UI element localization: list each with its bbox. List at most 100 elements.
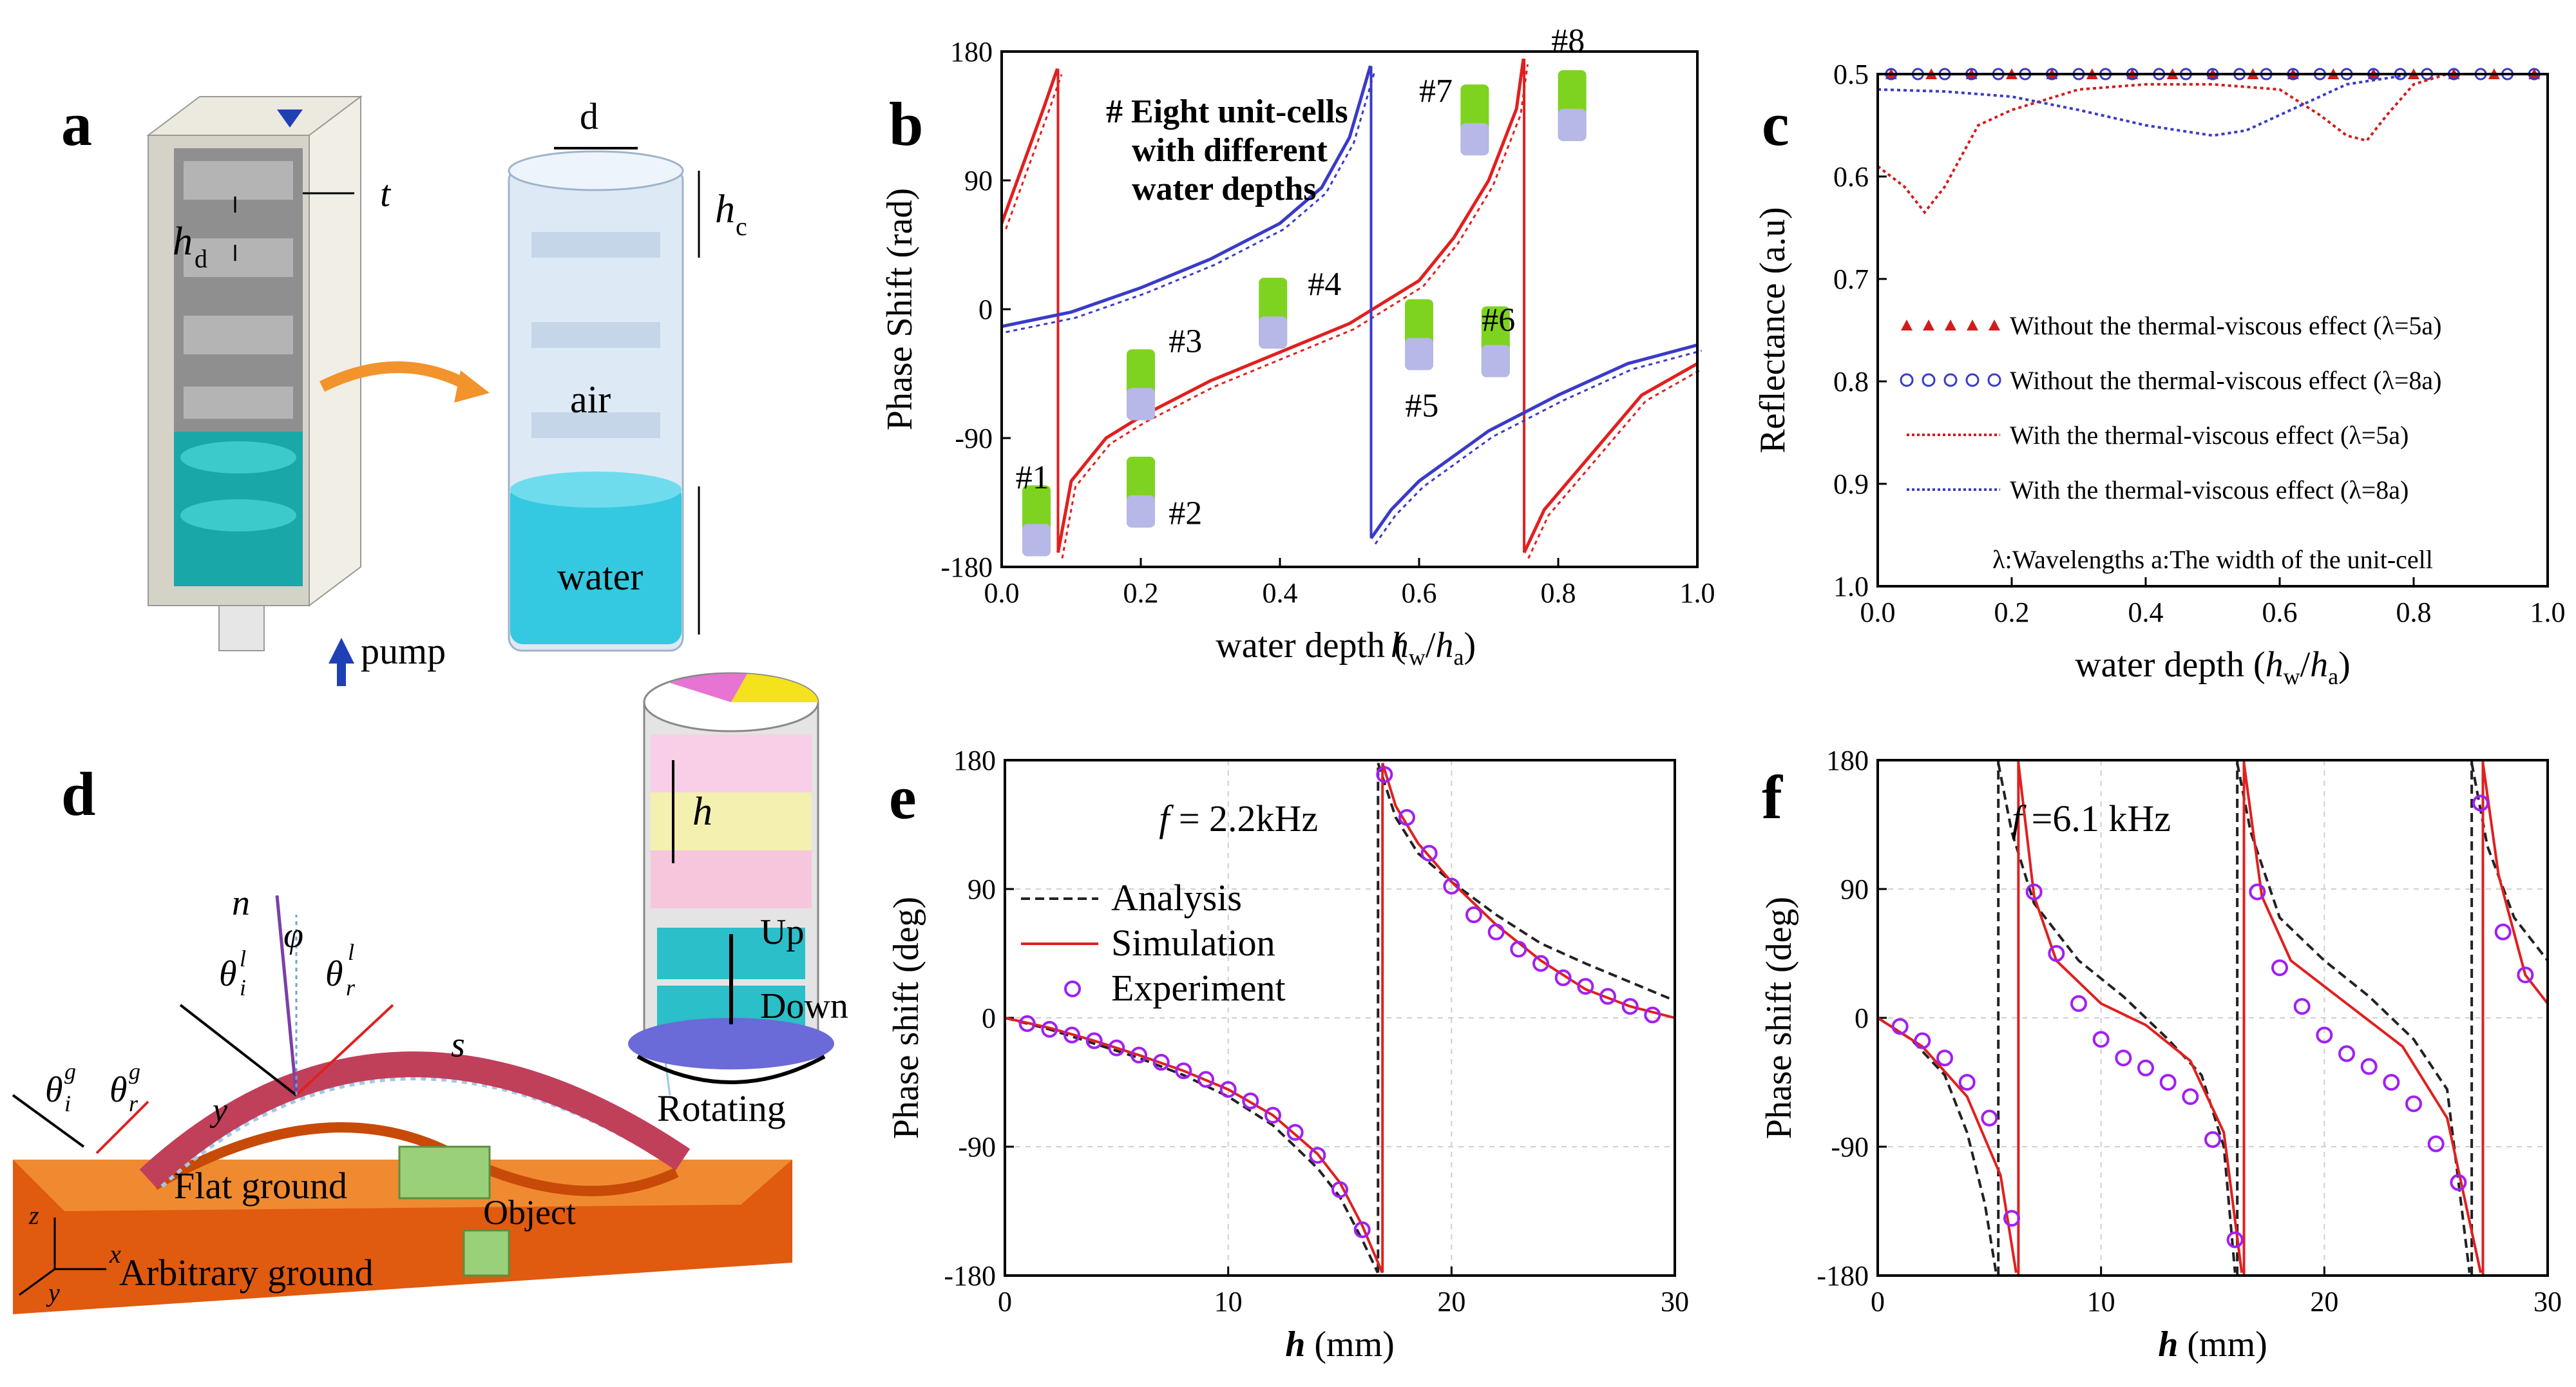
legend-label: With the thermal-viscous effect (λ=5a)	[2010, 421, 2409, 450]
series-Simulation	[2481, 763, 2549, 1005]
water-label: water	[557, 555, 643, 598]
experiment-marker	[1981, 1109, 1998, 1127]
panel-label-f: f	[1762, 763, 1783, 832]
x-axis-label: h (mm)	[1285, 1325, 1395, 1364]
hd-sub: d	[195, 244, 207, 273]
series-red-dotted	[1061, 64, 1529, 559]
svg-text:g: g	[64, 1058, 76, 1084]
unit-cell-icon-air	[1460, 123, 1489, 156]
experiment-marker	[1309, 1147, 1326, 1164]
hc-sub: c	[736, 212, 747, 241]
x-tick-label: 0.8	[1541, 577, 1576, 609]
schematic-a: h d t pump d h c air water	[146, 95, 747, 686]
cell-label: #5	[1405, 388, 1438, 425]
y-tick-label: 180	[1826, 745, 1869, 776]
hc-label: h	[715, 187, 735, 231]
experiment-marker	[1331, 1181, 1348, 1198]
series-Simulation	[1004, 1017, 1384, 1274]
experiment-marker	[2494, 923, 2512, 941]
experiment-marker	[2360, 1058, 2378, 1075]
series-Analysis	[2470, 763, 2549, 962]
y-tick-label: -90	[958, 1131, 996, 1163]
experiment-marker	[1914, 1032, 1931, 1049]
plot-frame	[1876, 759, 2549, 1277]
experiment-marker	[2517, 966, 2534, 984]
experiment-marker	[2159, 1074, 2177, 1091]
up-label: Up	[760, 912, 804, 952]
series-Analysis	[1377, 762, 1675, 1002]
y-tick-label: -180	[940, 551, 993, 583]
y-label: y	[209, 1092, 228, 1129]
chart-b-annotation: # Eight unit-cells	[1106, 93, 1348, 130]
experiment-marker	[1108, 1039, 1125, 1057]
y-tick-label: 0.5	[1833, 59, 1869, 90]
svg-text:l: l	[240, 946, 246, 971]
y-tick-label: 90	[968, 874, 996, 905]
experiment-marker	[1487, 923, 1505, 941]
unit-cell-icon-air	[1259, 316, 1288, 349]
series-Simulation	[1876, 1017, 2018, 1273]
experiment-marker	[1242, 1092, 1259, 1109]
experiment-marker	[1197, 1071, 1214, 1088]
legend-label: Without the thermal-viscous effect (λ=8a…	[2010, 366, 2442, 395]
cell-label: #2	[1169, 495, 1202, 531]
unit-cell-icon-air	[1558, 108, 1587, 141]
chart-c-note: λ:Wavelengths a:The width of the unit-ce…	[1992, 545, 2433, 574]
experiment-marker	[1420, 845, 1438, 862]
column-right-face	[309, 95, 361, 607]
schematic-d: n φ θ i l θ r l θ i g θ r g s y Flat gro…	[12, 883, 792, 1314]
legend-marker	[1965, 373, 1980, 387]
svg-text:i: i	[64, 1091, 71, 1116]
y-tick-label: 0.7	[1833, 263, 1869, 295]
experiment-marker	[2405, 1095, 2422, 1113]
chart-b-annotation: with different	[1132, 132, 1328, 169]
cell-label: #8	[1551, 23, 1585, 59]
down-arrow-icon	[277, 110, 303, 128]
experiment-marker	[2316, 1026, 2333, 1044]
panel-label-d: d	[61, 760, 95, 828]
legend-marker	[1922, 373, 1936, 387]
experiment-marker	[1219, 1081, 1237, 1098]
experiment-marker	[2472, 794, 2489, 812]
x-tick-label: 1.0	[2530, 597, 2566, 628]
experiment-marker	[1398, 808, 1415, 826]
experiment-marker	[1041, 1020, 1058, 1038]
experiment-marker	[1175, 1062, 1192, 1080]
y-tick-label: -180	[944, 1260, 996, 1292]
experiment-marker	[1064, 1026, 1080, 1044]
chart-f: 0 10 20 30 180 90 0 -90 -180 f =6.1 kHz h (mm) Phas…	[1759, 745, 2562, 1364]
experiment-marker	[2048, 945, 2065, 962]
rotating-label: Rotating	[657, 1087, 786, 1129]
experiment-marker	[2182, 1088, 2199, 1105]
up-arrow-icon	[329, 638, 354, 664]
water-ring	[180, 499, 296, 531]
svg-text:r: r	[346, 975, 356, 1000]
arrow-head-icon	[454, 370, 490, 403]
legend-label: Analysis	[1111, 877, 1242, 919]
x-tick-label: 30	[2533, 1286, 2562, 1317]
panel-label-c: c	[1762, 90, 1789, 158]
legend-marker	[1923, 320, 1934, 330]
theta-ig-label: θ	[45, 1070, 63, 1110]
cavity-step	[184, 387, 293, 419]
y-tick-label: 0.9	[1833, 468, 1869, 500]
svg-text:l: l	[348, 939, 354, 965]
experiment-marker	[2003, 1210, 2020, 1227]
series-red-solid	[1056, 58, 1525, 553]
x-tick-label: 10	[2087, 1286, 2115, 1317]
experiment-marker	[2137, 1059, 2154, 1076]
experiment-marker	[1891, 1018, 1909, 1035]
experiment-marker	[1554, 969, 1572, 986]
experiment-marker	[1644, 1006, 1661, 1024]
x-tick-label: 20	[1437, 1286, 1465, 1317]
experiment-marker	[1465, 906, 1482, 923]
svg-text:r: r	[129, 1091, 138, 1116]
experiment-marker	[2070, 995, 2087, 1012]
series-blue-solid	[1369, 343, 1698, 540]
y-axis-label: Reflectance (a.u)	[1753, 207, 1793, 453]
experiment-marker	[2226, 1231, 2244, 1248]
experiment-marker	[2271, 959, 2288, 977]
legend-marker	[1987, 373, 2001, 387]
legend-marker	[1967, 320, 1978, 330]
cell-label: #1	[1016, 459, 1049, 496]
